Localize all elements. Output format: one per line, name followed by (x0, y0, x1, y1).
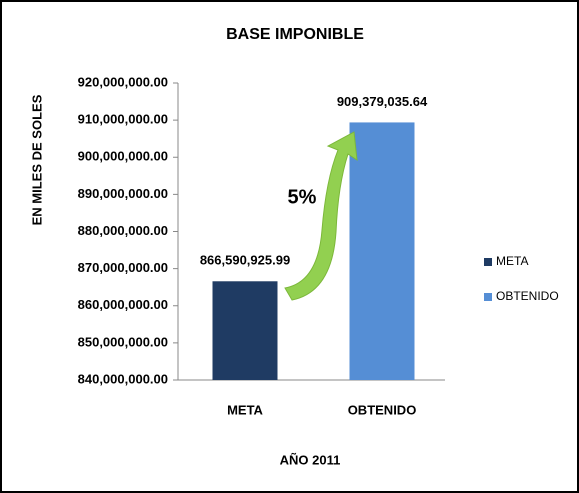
x-tick-label: OBTENIDO (348, 402, 417, 417)
y-tick-label: 840,000,000.00 (78, 371, 168, 386)
annotation: 5% (288, 186, 317, 208)
legend-label: OBTENIDO (496, 289, 559, 303)
y-tick-label: 920,000,000.00 (78, 74, 168, 89)
x-tick-label: META (227, 402, 263, 417)
chart-title: BASE IMPONIBLE (226, 26, 364, 43)
y-tick-label: 890,000,000.00 (78, 186, 168, 201)
y-tick-label: 870,000,000.00 (78, 260, 168, 275)
legend-swatch (484, 293, 492, 301)
y-tick-label: 860,000,000.00 (78, 297, 168, 312)
value-label: 866,590,925.99 (200, 253, 290, 268)
value-label: 909,379,035.64 (337, 94, 428, 109)
legend-swatch (484, 258, 492, 266)
legend-label: META (496, 254, 528, 268)
y-tick-label: 850,000,000.00 (78, 334, 168, 349)
x-axis-label: AÑO 2011 (280, 452, 341, 467)
bar (212, 281, 278, 380)
y-tick-label: 910,000,000.00 (78, 112, 168, 127)
bar (349, 122, 415, 380)
y-tick-label: 880,000,000.00 (78, 223, 168, 238)
y-tick-label: 900,000,000.00 (78, 149, 168, 164)
arrow (284, 131, 358, 301)
y-axis-label: EN MILES DE SOLES (29, 94, 44, 225)
